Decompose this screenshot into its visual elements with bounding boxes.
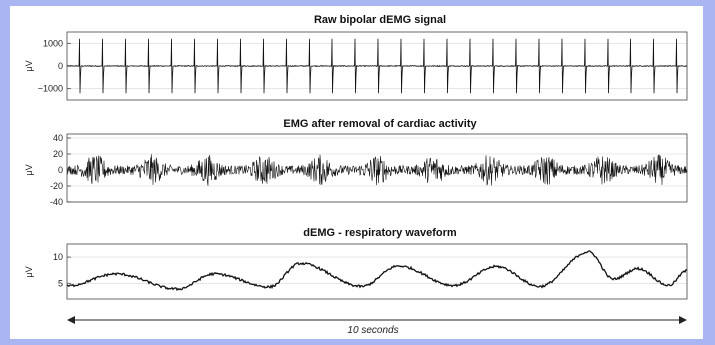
time-scale-label: 10 seconds [347, 325, 398, 336]
y-tick-label: 0 [58, 165, 63, 175]
plot-frame-respiratory [66, 243, 688, 300]
raw-signal-trace [66, 38, 688, 94]
panel-title-emg: EMG after removal of cardiac activity [283, 118, 477, 130]
y-axis-label-raw: μV [24, 60, 34, 71]
figure-svg: Raw bipolar dEMG signal 1000 0 −1000 μV EM… [24, 14, 688, 336]
figure-panel: Raw bipolar dEMG signal 1000 0 −1000 μV EM… [10, 6, 703, 339]
panel-raw-demg: Raw bipolar dEMG signal 1000 0 −1000 μV [24, 14, 688, 101]
y-tick-label: −1000 [38, 84, 63, 94]
time-scale: 10 seconds [67, 316, 687, 336]
plot-frame-emg [66, 133, 688, 203]
y-tick-label: 5 [58, 278, 63, 288]
panel-emg-clean: EMG after removal of cardiac activity 40… [24, 118, 688, 207]
y-tick-label: 1000 [43, 38, 63, 48]
y-tick-label: 0 [58, 61, 63, 71]
y-axis-label-emg: μV [24, 164, 34, 175]
y-tick-label: 20 [53, 149, 63, 159]
emg-signal-trace [66, 154, 688, 186]
y-tick-label: 40 [53, 133, 63, 143]
y-tick-label: -20 [50, 181, 63, 191]
y-tick-label: -40 [50, 197, 63, 207]
panel-title-respiratory: dEMG - respiratory waveform [303, 227, 457, 239]
y-tick-label: 10 [53, 252, 63, 262]
panel-respiratory: dEMG - respiratory waveform 10 5 μV [24, 227, 688, 300]
respiratory-waveform-trace [66, 250, 688, 292]
y-axis-label-respiratory: μV [24, 266, 34, 277]
panel-title-raw: Raw bipolar dEMG signal [314, 14, 446, 26]
